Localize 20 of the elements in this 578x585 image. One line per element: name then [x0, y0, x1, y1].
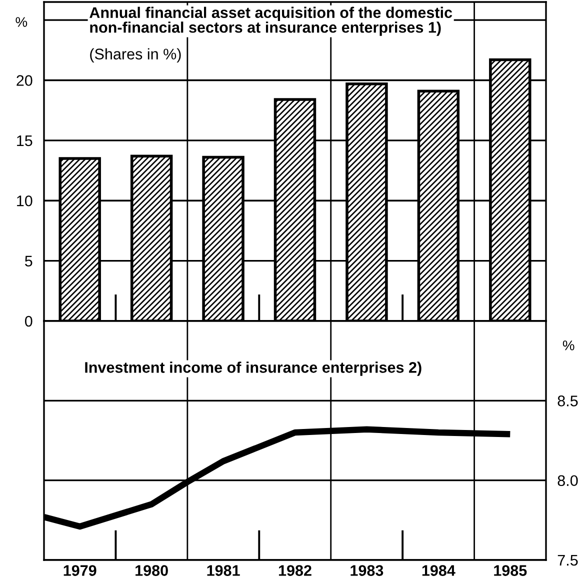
x-tick-label: 1984	[422, 565, 456, 576]
x-tick-label: 1985	[494, 565, 527, 576]
text: Investment income of insurance enterprises 2)	[85, 362, 422, 376]
y-tick-label: 20	[16, 75, 32, 86]
y-axis-title: %	[562, 340, 574, 350]
x-tick-label: 1981	[207, 565, 240, 576]
x-tick-label: 1979	[64, 565, 96, 576]
y-tick-label: 8.0	[558, 475, 578, 486]
y-tick-label: 15	[17, 135, 32, 146]
text: (Shares in %)	[90, 48, 181, 62]
text: Annual financial asset acquisition of the domestic non-financial sectors at insurance enterprises 1)	[90, 6, 452, 36]
x-tick-label: 1982	[278, 565, 312, 576]
y-axis-title: %	[16, 17, 28, 27]
y-tick-label: 5	[25, 256, 32, 266]
y-tick-label: 7.5	[558, 555, 578, 566]
y-tick-label: 0	[24, 316, 32, 327]
y-tick-label: 10	[17, 195, 32, 206]
x-tick-label: 1980	[136, 565, 168, 576]
x-tick-label: 1983	[350, 565, 384, 576]
y-tick-label: 8.5	[558, 396, 578, 406]
